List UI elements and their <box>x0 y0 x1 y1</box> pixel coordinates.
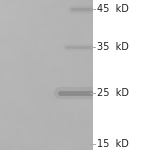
Bar <box>93 0 150 150</box>
Text: 45  kD: 45 kD <box>97 4 129 14</box>
Text: 15  kD: 15 kD <box>97 139 129 149</box>
Text: 25  kD: 25 kD <box>97 88 129 98</box>
Text: 35  kD: 35 kD <box>97 42 129 51</box>
